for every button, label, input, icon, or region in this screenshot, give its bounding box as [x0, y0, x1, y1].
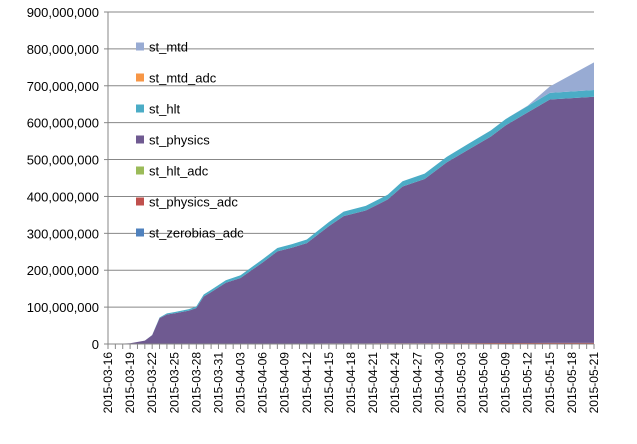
legend-item: st_mtd_adc	[136, 71, 217, 86]
x-tick-label: 2015-04-30	[432, 352, 446, 414]
legend-swatch	[136, 73, 144, 82]
x-tick-label: 2015-04-06	[256, 352, 270, 414]
x-tick-label: 2015-03-16	[101, 352, 115, 414]
legend-swatch	[136, 135, 144, 144]
legend-swatch	[136, 42, 144, 51]
y-tick-labels: 0 100,000,000 200,000,000 300,000,000 400,00…	[27, 5, 99, 352]
legend-item: st_hlt	[136, 102, 180, 117]
legend-swatch	[136, 228, 144, 237]
x-tick-labels: 2015-03-16 2015-03-19 2015-03-22 2015-03-25…	[101, 352, 601, 414]
x-tick-label: 2015-03-28	[189, 352, 203, 414]
x-tick-label: 2015-05-06	[477, 352, 491, 414]
y-tick-label: 500,000,000	[27, 153, 99, 168]
x-tick-label: 2015-04-03	[234, 352, 248, 414]
legend-item: st_physics_adc	[136, 195, 238, 210]
y-tick-label: 100,000,000	[27, 300, 99, 315]
legend-item: st_physics	[136, 133, 210, 148]
series-area-st-physics	[108, 96, 594, 344]
x-tick-label: 2015-03-31	[211, 352, 225, 414]
legend-swatch	[136, 166, 144, 175]
gridlines	[108, 11, 594, 308]
legend-label: st_physics	[149, 133, 210, 148]
x-tick-label: 2015-03-22	[145, 352, 159, 414]
legend-label: st_mtd_adc	[149, 71, 217, 86]
legend-item: st_zerobias_adc	[136, 226, 244, 241]
series-area-st-hlt	[108, 89, 594, 344]
y-tick-label: 400,000,000	[27, 189, 99, 204]
x-tick-label: 2015-05-18	[565, 352, 579, 414]
x-tick-label: 2015-05-03	[454, 352, 468, 414]
x-tick-label: 2015-05-12	[521, 352, 535, 414]
legend-label: st_physics_adc	[149, 195, 238, 210]
legend-item: st_mtd	[136, 40, 188, 55]
y-tick-label: 600,000,000	[27, 116, 99, 131]
legend-label: st_mtd	[149, 40, 188, 55]
x-tick-label: 2015-03-19	[123, 352, 137, 414]
y-tick-label: 700,000,000	[27, 79, 99, 94]
y-tick-label: 900,000,000	[27, 5, 99, 20]
legend-item: st_hlt_adc	[136, 164, 209, 179]
y-tick-label: 800,000,000	[27, 42, 99, 57]
axes	[104, 11, 595, 349]
x-tick-label: 2015-04-12	[300, 352, 314, 414]
legend-swatch	[136, 197, 144, 206]
legend: st_mtd st_mtd_adc st_hlt st_physics st_hlt_a…	[136, 40, 244, 241]
x-tick-label: 2015-04-09	[278, 352, 292, 414]
legend-label: st_hlt_adc	[149, 164, 209, 179]
y-tick-label: 200,000,000	[27, 263, 99, 278]
legend-label: st_hlt	[149, 102, 180, 117]
y-tick-label: 0	[92, 337, 99, 352]
legend-label: st_zerobias_adc	[149, 226, 244, 241]
x-tick-label: 2015-05-09	[499, 352, 513, 414]
x-tick-label: 2015-04-15	[322, 352, 336, 414]
x-tick-label: 2015-05-21	[587, 352, 601, 414]
x-tick-label: 2015-04-24	[388, 352, 402, 414]
x-tick-label: 2015-05-15	[543, 352, 557, 414]
y-tick-label: 300,000,000	[27, 226, 99, 241]
legend-swatch	[136, 104, 144, 113]
series-area-st-mtd	[108, 62, 594, 344]
x-tick-label: 2015-04-21	[366, 352, 380, 414]
x-tick-label: 2015-04-27	[410, 352, 424, 414]
x-tick-label: 2015-04-18	[344, 352, 358, 414]
x-tick-label: 2015-03-25	[167, 352, 181, 414]
